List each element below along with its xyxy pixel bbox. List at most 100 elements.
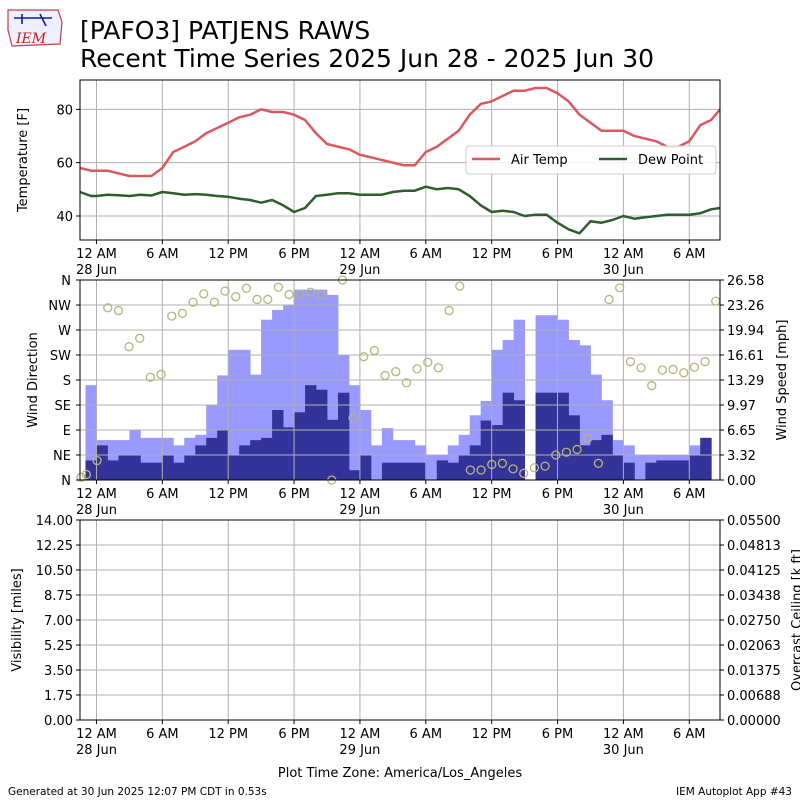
wind-speed-bar bbox=[316, 389, 328, 480]
x-tick-label: 6 AM bbox=[146, 247, 179, 262]
wind-direction-marker bbox=[145, 372, 156, 382]
wind-speed-bar bbox=[469, 445, 482, 480]
wind-speed-bar bbox=[261, 437, 273, 480]
wind-speed-bar bbox=[689, 455, 701, 480]
x-tick-label: 12 AM bbox=[340, 247, 381, 262]
wind-speed-bar bbox=[381, 462, 394, 480]
x-tick-label: 6 AM bbox=[673, 727, 706, 742]
visibility-panel: 0.001.753.505.257.008.7510.5012.2514.00 … bbox=[10, 514, 800, 758]
wind-direction-marker bbox=[476, 465, 486, 475]
x-tick-label: 12 AM bbox=[76, 487, 117, 502]
gust-bar bbox=[381, 428, 394, 480]
wind-speed-bar bbox=[579, 445, 591, 480]
speed-tick-label: 3.32 bbox=[727, 449, 756, 464]
gust-bar bbox=[392, 440, 405, 480]
gust-bar bbox=[217, 375, 229, 480]
chart-title-line1: [PAFO3] PATJENS RAWS bbox=[80, 16, 370, 45]
wind-direction-marker bbox=[497, 458, 508, 468]
x-tick-label: 12 AM bbox=[340, 727, 381, 742]
wind-direction-marker bbox=[241, 283, 252, 293]
wind-speed-bar bbox=[700, 437, 712, 480]
wind-direction-marker bbox=[604, 294, 614, 305]
wind-direction-marker bbox=[348, 413, 358, 423]
wind-speed-bar bbox=[173, 462, 185, 480]
wind-direction-marker bbox=[92, 455, 102, 466]
wind-direction-marker bbox=[316, 290, 326, 300]
wind-direction-marker bbox=[487, 459, 497, 470]
gust-bar bbox=[326, 294, 339, 480]
temperature-y-ticks: 40 60 80 bbox=[56, 103, 80, 225]
wind-direction-marker bbox=[156, 369, 166, 380]
gust-bar bbox=[305, 289, 317, 480]
ceiling-tick-label: 0.04125 bbox=[727, 564, 781, 579]
visibility-tick-label: 8.75 bbox=[44, 589, 73, 604]
visibility-tick-label: 3.50 bbox=[44, 664, 73, 679]
x-tick-label: 12 PM bbox=[208, 727, 248, 742]
gust-bar bbox=[294, 289, 306, 480]
wind-direction-marker bbox=[679, 368, 689, 378]
wind-speed-bar bbox=[568, 415, 580, 480]
wind-speed-ticks: 0.00 3.32 6.65 9.97 13.29 16.61 19.94 23.26 26.5… bbox=[720, 274, 764, 489]
ceiling-tick-label: 0.00000 bbox=[727, 714, 781, 729]
gust-bar bbox=[491, 349, 504, 480]
wind-direction-marker bbox=[540, 461, 550, 471]
wind-speed-bar bbox=[502, 392, 515, 480]
x-tick-label: 6 AM bbox=[673, 487, 706, 502]
wind-speed-bar bbox=[546, 392, 558, 480]
wind-speed-label: Wind Speed [mph] bbox=[775, 320, 790, 441]
x-tick-label: 6 PM bbox=[278, 247, 309, 262]
gust-bar bbox=[140, 437, 152, 480]
x-tick-label: 12 PM bbox=[208, 487, 248, 502]
wind-direction-marker bbox=[369, 345, 380, 356]
wind-direction-marker bbox=[700, 357, 710, 367]
x-tick-label: 12 AM bbox=[76, 247, 117, 262]
wind-direction-marker bbox=[199, 289, 209, 299]
gust-bar bbox=[579, 345, 591, 480]
wind-direction-label: Wind Direction bbox=[26, 332, 41, 428]
x-tick-date-label: 30 Jun bbox=[603, 263, 644, 278]
gust-bar bbox=[513, 319, 525, 480]
wind-speed-bar bbox=[118, 455, 130, 480]
wind-direction-marker bbox=[305, 287, 316, 297]
wind-speed-bar bbox=[436, 460, 449, 480]
wind-direction-marker bbox=[444, 305, 454, 316]
x-tick-label: 6 AM bbox=[146, 727, 179, 742]
wind-direction-marker bbox=[519, 468, 529, 478]
ceiling-label: Overcast Ceiling [k ft] bbox=[790, 549, 800, 691]
x-tick-date-label: 28 Jun bbox=[76, 503, 117, 518]
visibility-tick-label: 1.75 bbox=[44, 689, 73, 704]
wind-direction-marker bbox=[561, 447, 572, 457]
x-tick-label: 6 AM bbox=[410, 247, 443, 262]
gust-bar bbox=[107, 440, 119, 480]
x-tick-label: 12 AM bbox=[603, 727, 644, 742]
speed-tick-label: 0.00 bbox=[727, 474, 756, 489]
wind-speed-bar bbox=[612, 455, 624, 480]
wind-speed-bar bbox=[557, 392, 569, 480]
x-tick-date-label: 28 Jun bbox=[76, 263, 117, 278]
x-tick-label: 12 PM bbox=[472, 247, 512, 262]
wind-speed-bar bbox=[414, 462, 427, 480]
visibility-tick-label: 5.25 bbox=[44, 639, 73, 654]
gust-bar bbox=[634, 455, 646, 480]
wind-direction-markers bbox=[76, 275, 721, 485]
wind-direction-marker bbox=[668, 364, 678, 375]
x-tick-label: 6 AM bbox=[410, 727, 443, 742]
wind-speed-bar bbox=[678, 460, 690, 480]
wind-speed-bar bbox=[96, 445, 108, 480]
wind-speed-bar bbox=[491, 425, 504, 480]
direction-tick-label: NE bbox=[53, 449, 71, 464]
x-tick-label: 12 AM bbox=[603, 487, 644, 502]
x-tick-label: 6 PM bbox=[542, 727, 573, 742]
wind-direction-marker bbox=[647, 380, 657, 391]
x-tick-label: 12 AM bbox=[603, 247, 644, 262]
wind-speed-bar bbox=[85, 460, 97, 480]
wind-speed-bar bbox=[458, 455, 471, 480]
wind-direction-marker bbox=[359, 352, 369, 362]
y-tick-label: 40 bbox=[56, 210, 73, 225]
x-tick-label: 12 PM bbox=[472, 487, 512, 502]
chart-title-line2: Recent Time Series 2025 Jun 28 - 2025 Ju… bbox=[80, 44, 654, 73]
wind-direction-marker bbox=[231, 292, 241, 302]
air-temp-line bbox=[79, 86, 721, 178]
